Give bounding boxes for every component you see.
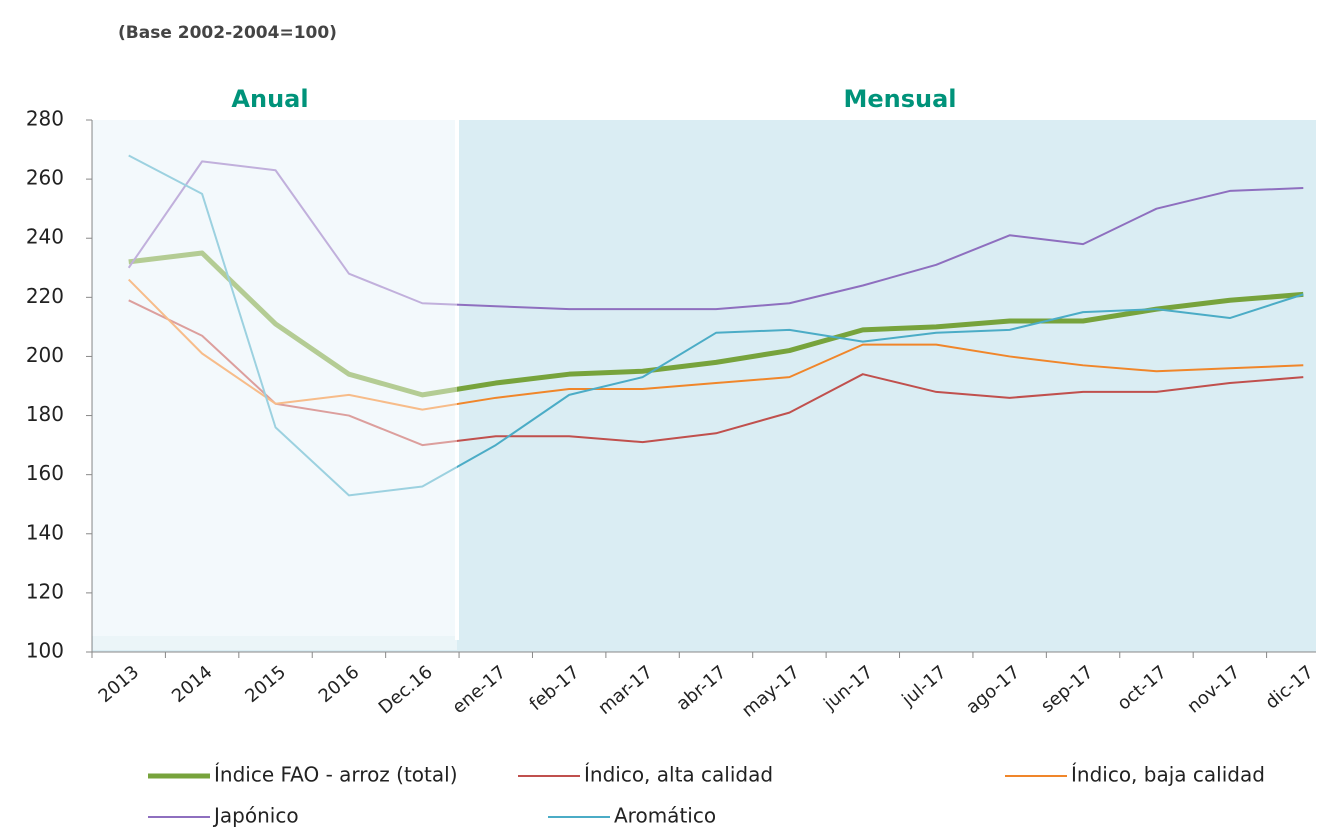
x-tick-label: sep-17: [1037, 662, 1097, 717]
series-line: [128, 154, 1304, 497]
x-tick-label: 2013: [95, 662, 144, 708]
x-tick-label: oct-17: [1113, 662, 1170, 715]
y-tick-label: 200: [26, 343, 64, 367]
legend-label: Índico, alta calidad: [584, 763, 773, 787]
series-line: [128, 299, 1304, 447]
x-tick-label: 2014: [168, 662, 217, 708]
annotation: Mensual: [843, 85, 956, 113]
y-tick-label: 220: [26, 284, 64, 308]
y-tick-label: 120: [26, 579, 64, 603]
annotation: Anual: [231, 85, 308, 113]
y-tick-label: 260: [26, 166, 64, 190]
x-tick-label: Dec.16: [375, 662, 437, 719]
legend-label: Índice FAO - arroz (total): [214, 763, 458, 787]
x-tick-label: 2016: [315, 662, 364, 708]
legend-label: Índico, baja calidad: [1071, 763, 1265, 787]
x-tick-label: mar-17: [594, 662, 657, 719]
legend-label: Japónico: [212, 804, 299, 828]
y-tick-label: 280: [26, 107, 64, 131]
x-tick-label: may-17: [738, 662, 804, 722]
x-tick-label: nov-17: [1183, 662, 1244, 718]
series-line: [127, 160, 1304, 311]
x-tick-label: abr-17: [672, 662, 730, 715]
x-tick-label: jul-17: [897, 662, 950, 711]
x-tick-label: jun-17: [819, 662, 877, 716]
legend-label: Aromático: [614, 804, 716, 828]
y-tick-label: 160: [26, 461, 64, 485]
annual-fade: [93, 120, 457, 650]
x-tick-label: ago-17: [962, 662, 1024, 719]
y-tick-label: 140: [26, 520, 64, 544]
subtitle: (Base 2002-2004=100): [118, 23, 337, 43]
x-tick-label: dic-17: [1262, 662, 1318, 714]
x-tick-label: ene-17: [448, 662, 510, 719]
x-tick-label: feb-17: [525, 662, 583, 716]
y-tick-label: 180: [26, 402, 64, 426]
series-line: [127, 278, 1304, 411]
annual-bg: [92, 120, 457, 636]
y-tick-label: 100: [26, 639, 64, 663]
series-line: [128, 250, 1304, 398]
y-tick-label: 240: [26, 225, 64, 249]
x-tick-label: 2015: [241, 662, 290, 708]
